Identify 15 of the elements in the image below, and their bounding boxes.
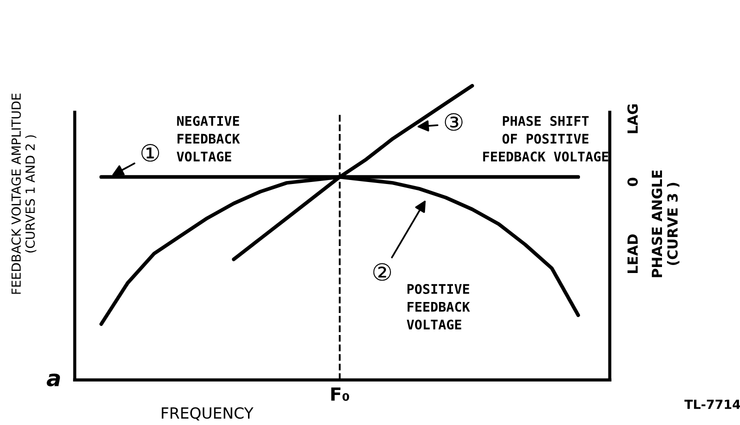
text: a	[46, 374, 60, 386]
annotation: ①	[141, 144, 160, 162]
text: TL-7714	[684, 400, 740, 409]
annotation: ②	[373, 263, 391, 281]
annotation: NEGATIVE FEEDBACK VOLTAGE	[176, 116, 240, 162]
x-axis-title: FREQUENCY	[162, 407, 254, 421]
text: 0	[627, 178, 638, 186]
y-axis-title: FEEDBACK VOLTAGE AMPLITUDE (CURVES 1 AND 2 )	[11, 94, 36, 294]
y2-axis-title: PHASE ANGLE (CURVE 3 )	[652, 170, 680, 278]
annotation: PHASE SHIFT OF POSITIVE FEEDBACK VOLTAGE	[483, 116, 608, 162]
text: LEAD	[628, 234, 638, 273]
text: LAG	[627, 104, 638, 134]
annotation: POSITIVE FEEDBACK VOLTAGE	[406, 284, 470, 330]
text: F₀	[331, 387, 350, 401]
annotation: ③	[444, 113, 463, 131]
